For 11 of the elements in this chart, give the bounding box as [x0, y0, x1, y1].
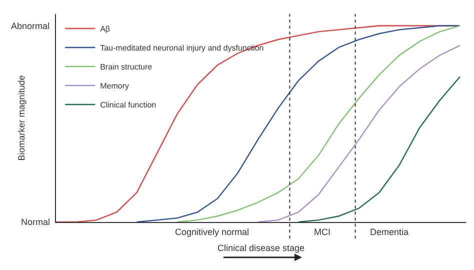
text: Abnormal: [11, 21, 50, 31]
text: Dementia: [370, 227, 409, 237]
text: MCI: [314, 227, 330, 237]
legend-label: Aβ: [100, 24, 110, 34]
y-axis-title: Biomarker magnitude: [16, 75, 26, 161]
legend-label: Memory: [100, 82, 129, 91]
text: Cognitively normal: [175, 227, 250, 237]
x-axis-title: Clinical disease stage: [217, 242, 305, 253]
text: Normal: [21, 217, 50, 227]
legend-label: Clinical function: [100, 100, 156, 110]
legend-label: Brain structure: [100, 62, 153, 72]
